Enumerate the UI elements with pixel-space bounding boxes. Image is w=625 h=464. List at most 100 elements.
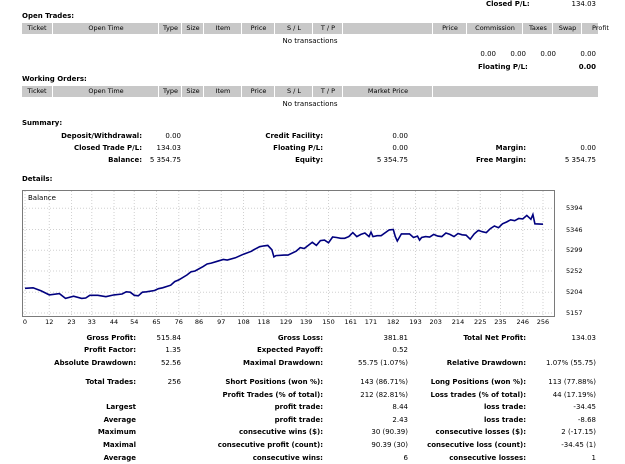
stat-value-1: 1.35 xyxy=(165,346,181,354)
x-tick-label: 76 xyxy=(174,318,183,326)
col-ticket: Ticket xyxy=(27,87,47,95)
working-orders-header: Ticket Open Time Type Size Item Price S … xyxy=(22,86,598,97)
x-tick-label: 256 xyxy=(536,318,550,326)
col-ticket: Ticket xyxy=(27,24,47,32)
summary-closed-label: Closed Trade P/L: xyxy=(73,144,142,152)
stat-label-3: Total Net Profit: xyxy=(463,334,526,342)
summary-credit-value: 0.00 xyxy=(392,132,408,140)
stat-value-2: 143 (86.71%) xyxy=(360,378,408,386)
stat-value-3: -8.68 xyxy=(577,416,596,424)
total-swap: 0.00 xyxy=(540,50,556,58)
summary-equity-label: Equity: xyxy=(295,156,323,164)
summary-free-margin-label: Free Margin: xyxy=(475,156,526,164)
stat-value-2: 55.75 (1.07%) xyxy=(358,359,408,367)
x-tick-label: 118 xyxy=(257,318,270,326)
chart-title: Balance xyxy=(28,194,56,202)
y-tick-label: 5252 xyxy=(566,267,583,276)
x-tick-label: 65 xyxy=(152,318,161,326)
col-taxes: Taxes xyxy=(522,23,553,34)
stat-label-1: Average xyxy=(103,416,136,424)
stat-label-2: Maximal Drawdown: xyxy=(243,359,323,367)
balance-chart xyxy=(23,191,554,316)
stat-label-3: Loss trades (% of total): xyxy=(430,391,527,399)
col-price-2: Price xyxy=(432,23,467,34)
open-trades-header: Ticket Open Time Type Size Item Price S … xyxy=(22,23,609,34)
col-profit: Profit xyxy=(581,23,619,34)
top-closed-pl-value: 134.03 xyxy=(571,0,597,8)
x-tick-label: 86 xyxy=(194,318,204,326)
total-commission: 0.00 xyxy=(510,50,526,58)
x-tick-label: 161 xyxy=(344,318,357,326)
stat-label-2: profit trade: xyxy=(274,403,323,411)
stat-label-3: consecutive loss (count): xyxy=(427,441,526,449)
working-orders-title: Working Orders: xyxy=(22,75,87,83)
stat-value-1: 515.84 xyxy=(156,334,182,342)
stat-value-2: 6 xyxy=(403,454,408,462)
stat-label-3: Long Positions (won %): xyxy=(430,378,526,386)
stat-value-1: 52.56 xyxy=(160,359,181,367)
open-floating-value: 0.00 xyxy=(578,63,596,71)
top-closed-pl-label: Closed P/L: xyxy=(486,0,530,8)
x-tick-label: 139 xyxy=(300,318,313,326)
col-size: Size xyxy=(181,86,204,97)
col-blank xyxy=(432,86,599,97)
stat-label-2: Profit Trades (% of total): xyxy=(222,391,323,399)
col-blank xyxy=(342,23,433,34)
stat-value-3: 44 (17.19%) xyxy=(552,391,596,399)
stat-label-2: profit trade: xyxy=(274,416,323,424)
stat-value-2: 8.44 xyxy=(392,403,408,411)
stat-label-3: loss trade: xyxy=(483,403,526,411)
col-market-price: Market Price xyxy=(342,86,433,97)
y-tick-label: 5394 xyxy=(566,204,583,213)
summary-free-margin-value: 5 354.75 xyxy=(564,156,596,164)
stat-value-2: 212 (82.81%) xyxy=(360,391,408,399)
stat-label-1: Maximum xyxy=(97,428,136,436)
stat-label-1: Gross Profit: xyxy=(86,334,136,342)
col-type: Type xyxy=(158,23,182,34)
summary-equity-value: 5 354.75 xyxy=(376,156,408,164)
open-trades-empty: No transactions xyxy=(282,37,338,45)
x-tick-label: 129 xyxy=(279,318,293,326)
stat-value-3: -34.45 (1) xyxy=(561,441,596,449)
x-tick-label: 193 xyxy=(409,318,422,326)
x-tick-label: 150 xyxy=(322,318,335,326)
col-open-time: Open Time xyxy=(52,86,159,97)
stat-label-2: consecutive wins: xyxy=(252,454,323,462)
x-tick-label: 97 xyxy=(217,318,226,326)
col-commission: Commission xyxy=(466,23,523,34)
x-tick-label: 171 xyxy=(364,318,378,326)
col-type: Type xyxy=(158,86,182,97)
stat-label-2: Expected Payoff: xyxy=(256,346,323,354)
total-price: 0.00 xyxy=(480,50,496,58)
x-tick-label: 214 xyxy=(451,318,465,326)
stat-label-2: Gross Loss: xyxy=(277,334,323,342)
col-item: Item xyxy=(203,23,242,34)
y-tick-label: 5157 xyxy=(566,309,583,317)
y-tick-label: 5204 xyxy=(566,288,583,297)
col-price: Price xyxy=(241,86,275,97)
stat-value-2: 30 (90.39) xyxy=(371,428,408,436)
stat-value-3: 113 (77.88%) xyxy=(548,378,596,386)
x-tick-label: 182 xyxy=(387,318,400,326)
col-item: Item xyxy=(203,86,242,97)
stat-value-2: 381.81 xyxy=(383,334,409,342)
balance-line xyxy=(24,211,544,300)
x-tick-label: 12 xyxy=(45,318,54,326)
stat-label-1: Largest xyxy=(106,403,136,411)
stat-value-3: 1 xyxy=(591,454,596,462)
y-tick-label: 5299 xyxy=(566,246,583,255)
summary-title: Summary: xyxy=(22,119,63,127)
summary-margin-label: Margin: xyxy=(495,144,526,152)
summary-closed-value: 134.03 xyxy=(156,144,182,152)
stat-value-2: 2.43 xyxy=(392,416,408,424)
summary-margin-value: 0.00 xyxy=(580,144,596,152)
x-tick-label: 0 xyxy=(22,318,28,326)
stat-label-1: Average xyxy=(103,454,136,462)
stat-label-1: Total Trades: xyxy=(85,378,136,386)
summary-balance-label: Balance: xyxy=(108,156,142,164)
stat-value-2: 0.52 xyxy=(392,346,408,354)
stat-value-3: -34.45 xyxy=(573,403,596,411)
x-tick-label: 54 xyxy=(130,318,139,326)
y-tick-label: 5346 xyxy=(566,225,583,234)
stat-label-2: Short Positions (won %): xyxy=(225,378,323,386)
